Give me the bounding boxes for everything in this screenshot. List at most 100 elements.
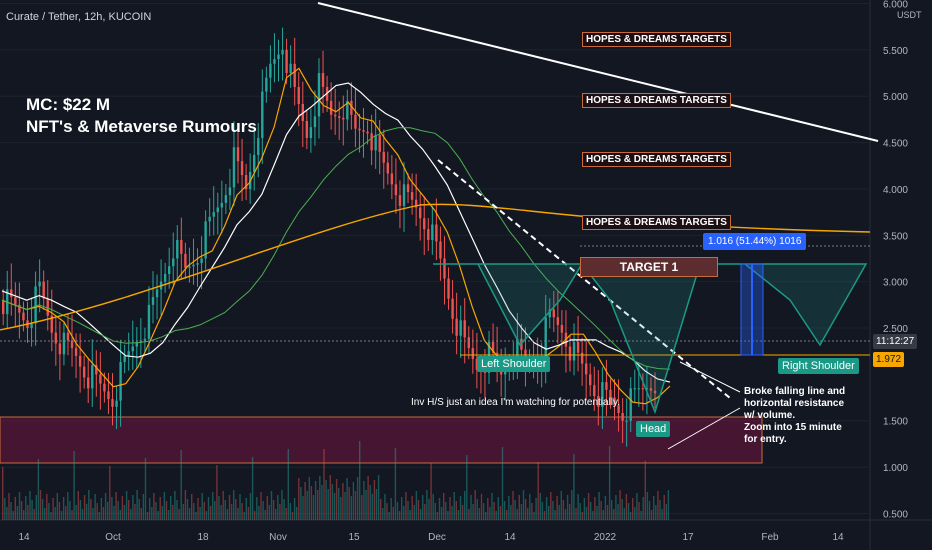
volume-bar-253 <box>533 512 535 520</box>
candle-body-90 <box>366 131 369 134</box>
volume-bar-58 <box>123 505 126 520</box>
x-tick-label-3: Nov <box>269 532 287 543</box>
candle-body-141 <box>572 341 576 361</box>
candle-body-116 <box>471 348 475 359</box>
volume-bar-169 <box>356 477 359 520</box>
volume-bar-247 <box>520 504 523 520</box>
volume-bar-308 <box>648 501 651 520</box>
volume-bar-161 <box>340 497 342 520</box>
volume-bar-190 <box>401 497 403 520</box>
volume-bar-239 <box>503 501 506 520</box>
volume-bar-17 <box>37 459 40 520</box>
candle-body-81 <box>329 100 333 115</box>
volume-bar-8 <box>18 492 21 520</box>
volume-bar-193 <box>407 501 409 520</box>
candle-body-26 <box>107 391 110 400</box>
candle-body-2 <box>10 289 13 298</box>
volume-bar-225 <box>474 490 476 520</box>
y-tick-label-6: 3.000 <box>883 278 908 289</box>
volume-bar-162 <box>342 483 344 520</box>
volume-bar-23 <box>50 512 52 520</box>
candle-body-4 <box>18 304 21 313</box>
candle-body-138 <box>560 324 564 333</box>
candle-body-19 <box>78 355 82 367</box>
volume-bar-246 <box>518 495 520 520</box>
volume-bar-261 <box>550 492 552 520</box>
volume-bar-285 <box>600 501 602 520</box>
volume-bar-203 <box>428 499 430 520</box>
volume-bar-99 <box>209 506 212 520</box>
support-zone <box>0 416 763 464</box>
volume-bar-300 <box>632 498 634 520</box>
candle-body-77 <box>313 116 317 128</box>
candle-body-160 <box>649 388 653 391</box>
volume-bar-14 <box>31 500 33 520</box>
volume-bar-100 <box>212 492 214 520</box>
volume-bar-102 <box>216 465 218 520</box>
volume-bar-29 <box>62 497 65 520</box>
volume-bar-82 <box>174 491 176 520</box>
candle-body-145 <box>589 374 592 386</box>
volume-bar-174 <box>367 476 369 520</box>
volume-bar-194 <box>409 510 411 520</box>
volume-bar-30 <box>65 506 67 520</box>
volume-bar-292 <box>615 495 617 520</box>
candle-body-83 <box>338 116 341 118</box>
candle-body-143 <box>580 352 584 364</box>
volume-bar-313 <box>659 500 661 520</box>
volume-bar-134 <box>283 499 285 520</box>
volume-bar-172 <box>363 481 365 520</box>
candle-body-150 <box>609 389 612 398</box>
candle-body-76 <box>309 127 313 138</box>
volume-bar-168 <box>354 491 357 520</box>
candle-body-159 <box>645 388 649 390</box>
candle-body-106 <box>431 224 434 240</box>
volume-bar-156 <box>329 475 331 520</box>
candle-body-115 <box>467 337 470 349</box>
volume-bar-290 <box>611 500 613 520</box>
volume-bar-32 <box>69 501 71 520</box>
volume-bar-67 <box>142 494 145 520</box>
volume-bar-264 <box>556 496 558 520</box>
volume-bar-266 <box>560 491 562 520</box>
volume-bar-237 <box>499 506 502 520</box>
volume-bar-257 <box>541 502 544 520</box>
note-arrow-2 <box>667 407 741 450</box>
breakout-note: Broke falling line and horizontal resist… <box>744 386 846 445</box>
volume-bar-166 <box>350 496 352 520</box>
volume-bar-59 <box>125 491 128 520</box>
candle-body-108 <box>439 241 442 259</box>
candle-body-86 <box>350 100 353 115</box>
volume-bar-109 <box>230 504 233 520</box>
candle-body-36 <box>147 304 151 339</box>
candle-body-72 <box>293 63 296 87</box>
volume-bar-38 <box>81 509 84 520</box>
volume-bar-138 <box>291 512 294 520</box>
right-shoulder-label: Right Shoulder <box>778 358 859 374</box>
volume-bar-293 <box>617 504 619 520</box>
candle-body-35 <box>143 338 147 341</box>
candle-body-5 <box>22 312 25 321</box>
candle-body-3 <box>14 297 17 305</box>
candle-body-93 <box>378 134 381 152</box>
volume-bar-188 <box>396 502 399 520</box>
ma-short-line <box>1 67 671 405</box>
volume-bar-311 <box>655 505 657 520</box>
candle-body-50 <box>204 221 207 259</box>
candle-body-62 <box>253 154 256 172</box>
volume-bar-170 <box>359 441 361 520</box>
volume-bar-289 <box>608 446 611 520</box>
volume-bar-204 <box>430 463 432 520</box>
volume-bar-68 <box>144 458 147 520</box>
candle-body-142 <box>576 341 580 353</box>
volume-bar-222 <box>468 509 470 520</box>
volume-bar-65 <box>138 499 140 520</box>
candle-body-110 <box>447 278 450 299</box>
volume-bar-39 <box>83 495 86 520</box>
candle-body-144 <box>584 363 588 375</box>
volume-bar-164 <box>346 478 348 520</box>
volume-bar-101 <box>214 501 216 520</box>
volume-bar-107 <box>226 509 229 520</box>
volume-bar-34 <box>73 451 75 520</box>
